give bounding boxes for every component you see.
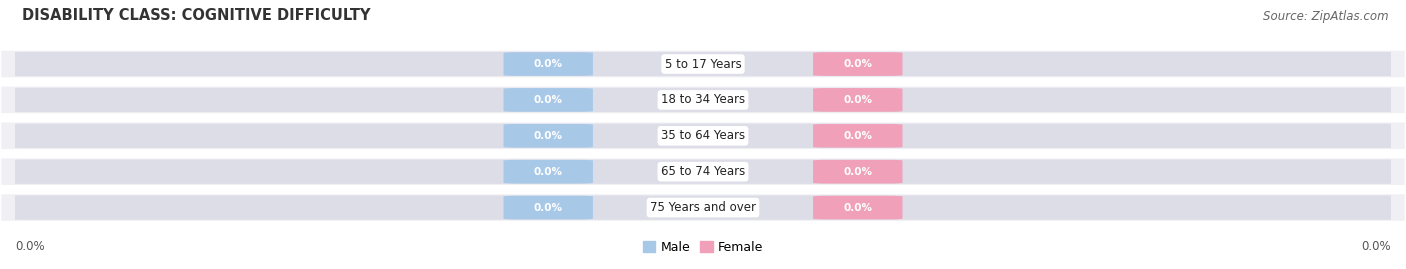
Text: 0.0%: 0.0% xyxy=(1361,240,1391,253)
Text: 0.0%: 0.0% xyxy=(534,131,562,141)
Text: 0.0%: 0.0% xyxy=(534,167,562,177)
FancyBboxPatch shape xyxy=(503,160,593,183)
FancyBboxPatch shape xyxy=(503,52,593,76)
FancyBboxPatch shape xyxy=(1,123,1405,148)
Text: 75 Years and over: 75 Years and over xyxy=(650,201,756,214)
Text: 0.0%: 0.0% xyxy=(844,203,872,213)
FancyBboxPatch shape xyxy=(813,52,903,76)
FancyBboxPatch shape xyxy=(813,124,903,148)
Text: 65 to 74 Years: 65 to 74 Years xyxy=(661,165,745,178)
FancyBboxPatch shape xyxy=(503,124,593,148)
Text: DISABILITY CLASS: COGNITIVE DIFFICULTY: DISABILITY CLASS: COGNITIVE DIFFICULTY xyxy=(22,8,370,23)
FancyBboxPatch shape xyxy=(813,160,903,183)
Text: 5 to 17 Years: 5 to 17 Years xyxy=(665,58,741,70)
FancyBboxPatch shape xyxy=(503,196,593,220)
FancyBboxPatch shape xyxy=(503,88,593,112)
FancyBboxPatch shape xyxy=(1,195,1405,220)
Text: Source: ZipAtlas.com: Source: ZipAtlas.com xyxy=(1263,10,1388,23)
FancyBboxPatch shape xyxy=(1,158,1405,185)
FancyBboxPatch shape xyxy=(1,160,1405,184)
Text: 0.0%: 0.0% xyxy=(534,203,562,213)
FancyBboxPatch shape xyxy=(1,122,1405,149)
FancyBboxPatch shape xyxy=(1,51,1405,77)
FancyBboxPatch shape xyxy=(1,52,1405,76)
Text: 35 to 64 Years: 35 to 64 Years xyxy=(661,129,745,142)
FancyBboxPatch shape xyxy=(1,87,1405,113)
Text: 0.0%: 0.0% xyxy=(844,167,872,177)
Text: 0.0%: 0.0% xyxy=(844,95,872,105)
Legend: Male, Female: Male, Female xyxy=(638,236,768,259)
Text: 0.0%: 0.0% xyxy=(844,59,872,69)
Text: 18 to 34 Years: 18 to 34 Years xyxy=(661,93,745,107)
Text: 0.0%: 0.0% xyxy=(534,95,562,105)
FancyBboxPatch shape xyxy=(1,88,1405,112)
Text: 0.0%: 0.0% xyxy=(534,59,562,69)
FancyBboxPatch shape xyxy=(813,196,903,220)
FancyBboxPatch shape xyxy=(1,194,1405,221)
Text: 0.0%: 0.0% xyxy=(844,131,872,141)
Text: 0.0%: 0.0% xyxy=(15,240,45,253)
FancyBboxPatch shape xyxy=(813,88,903,112)
